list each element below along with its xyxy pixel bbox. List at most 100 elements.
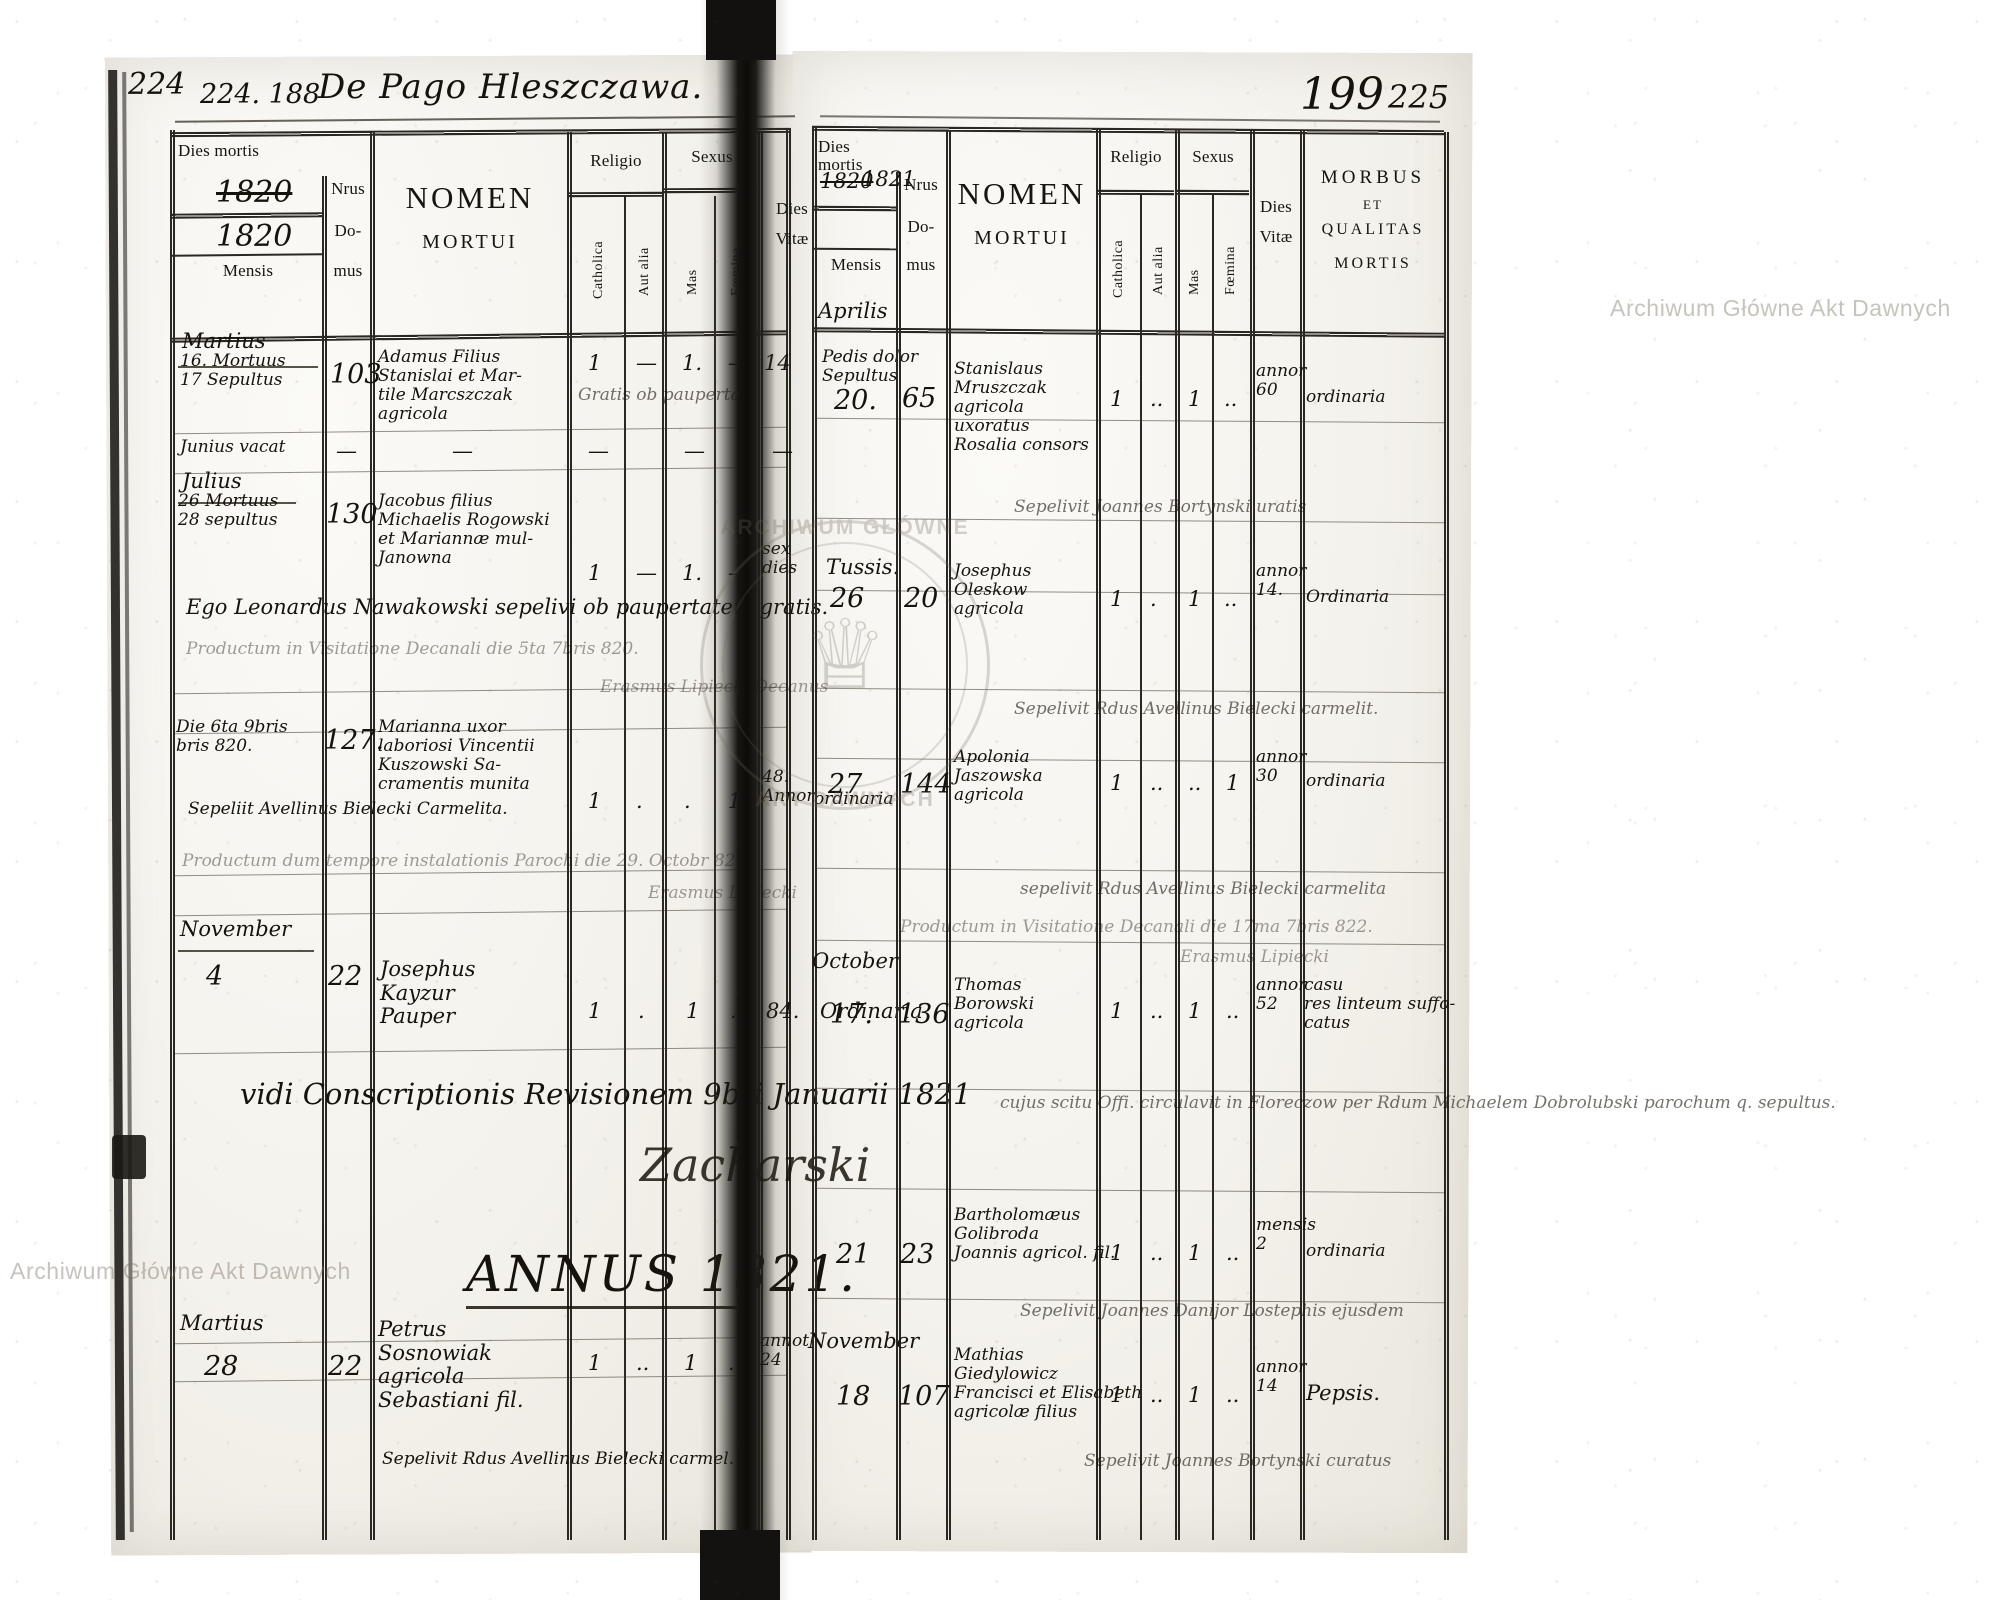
right-col-sep-diesvitae	[1250, 130, 1255, 1540]
right-entry-0-month: Aprilis	[818, 299, 888, 323]
left-folio-stamp: 224	[128, 67, 186, 102]
left-entry-1-catholica: —	[588, 439, 609, 463]
right-entry-5-catholica: 1	[1110, 1383, 1124, 1407]
right-entry-3-diesvitae: annor 52	[1256, 975, 1307, 1015]
right-entry-3-nomen: Thomas Borowski agricola	[954, 975, 1035, 1034]
left-month-underline-0	[178, 366, 318, 368]
right-entry-1-nomen: Josephus Oleskow agricola	[954, 561, 1032, 620]
right-entry-4-note: Sepelivit Joannes Danijor Lostephis ejus…	[1020, 1301, 1404, 1321]
left-entry-0-mas: 1.	[682, 351, 703, 375]
left-entry-3-nrus: 127.	[324, 725, 385, 756]
left-entry-2-catholica: 1	[588, 561, 602, 585]
right-entry-4-diesvitae: mensis 2	[1256, 1215, 1317, 1255]
right-col-sep-religio	[1096, 130, 1101, 1540]
right-entry-0-morbus: ordinaria	[1306, 387, 1386, 407]
right-entry-1-note: Sepelivit Rdus Avellinus Bielecki carmel…	[1014, 699, 1379, 719]
right-header-et: ET	[1363, 197, 1383, 212]
right-header-dies-mortis: Dies mortis	[818, 137, 863, 174]
left-annotation-2: Productum dum tempore instalationis Paro…	[182, 851, 752, 871]
left-entry-3-dies: Die 6ta 9bris bris 820.	[176, 717, 288, 757]
right-entry-5-morbus: Pepsis.	[1306, 1381, 1381, 1405]
left-entry-0-catholica: 1	[588, 351, 602, 375]
right-entry-5-mas: 1	[1188, 1383, 1202, 1407]
book-gutter	[700, 0, 790, 1600]
left-header-religio: Religio	[590, 151, 642, 170]
right-entry-5-diesvitae: annor 14	[1256, 1357, 1307, 1397]
left-entry-2-mas: 1.	[682, 561, 703, 585]
right-entry-3-mas: 1	[1188, 999, 1202, 1023]
left-entry-1-nomen: —	[452, 439, 473, 463]
left-entry-0-nomen: Adamus Filius Stanislai et Mar- tile Mar…	[378, 347, 522, 425]
left-col-sep-nrus	[322, 176, 327, 1540]
left-entry-2-month: Julius	[182, 469, 242, 493]
right-entry-0-autalia: ..	[1150, 387, 1164, 411]
right-entry-0-note: Sepelivit Joannes Bortynski uratis	[1014, 497, 1307, 517]
left-entry-1-mas: —	[684, 439, 705, 463]
right-entry-1-diesvitae: annor 14.	[1256, 561, 1307, 601]
right-header-year-struck: 1820	[820, 169, 874, 193]
left-entry-1-month: Junius vacat	[180, 437, 286, 457]
right-entry-3-autalia: ..	[1150, 999, 1164, 1023]
right-header-nomen: NOMEN	[957, 176, 1087, 211]
right-folio-stamp: 199	[1300, 69, 1384, 120]
left-header-catholica: Catholica	[591, 240, 606, 300]
right-entry-0-diesvitae: annor 60	[1256, 361, 1307, 401]
right-table-right-border	[1444, 132, 1449, 1540]
left-entry-4-nomen: Josephus Kayzur Pauper	[380, 957, 476, 1029]
left-entry-5-dies: 28	[204, 1351, 239, 1382]
watermark-top-right: Archiwum Główne Akt Dawnych	[1610, 295, 1951, 321]
left-annotation-0: Productum in Visitatione Decanali die 5t…	[186, 639, 639, 659]
right-header-do: Do-	[907, 217, 935, 236]
left-year-banner-underline	[466, 1306, 740, 1309]
right-header-mortis: MORTIS	[1334, 255, 1412, 272]
right-entry-1-autalia: .	[1150, 587, 1157, 611]
right-entry-2-nomen: Apolonia Jaszowska agricola	[954, 747, 1043, 806]
left-entry-3-autalia: .	[636, 789, 643, 813]
book-gutter-top	[706, 0, 776, 60]
right-table-left-border	[812, 128, 817, 1540]
left-entry-5-catholica: 1	[588, 1351, 602, 1375]
left-month-underline-2	[178, 502, 296, 504]
right-entry-5-dies: 18	[836, 1381, 871, 1412]
left-entry-4-mas: 1	[686, 999, 700, 1023]
left-entry-5-mas: 1	[684, 1351, 698, 1375]
left-header-do: Do-	[334, 221, 362, 240]
binding-corner-mark	[112, 1135, 146, 1179]
right-header-morbus: MORBUS	[1320, 167, 1426, 188]
left-col-sep-sexus	[662, 132, 667, 1540]
left-col-sep-religio	[567, 132, 572, 1540]
right-entry-3-nrus: 136	[898, 999, 950, 1030]
right-entry-3-morbus: casu res linteum suffo- catus	[1304, 975, 1456, 1034]
left-entry-5-month: Martius	[180, 1311, 264, 1335]
left-entry-1-nrus: —	[336, 439, 357, 463]
right-dies-mortis-rule	[813, 205, 897, 212]
left-page-heading: De Pago Hleszczawa.	[318, 67, 704, 107]
left-entry-3-morbus: ordinaria	[814, 789, 894, 809]
right-entry-5-note: Sepelivit Joannes Bortynski curatus	[1084, 1451, 1392, 1471]
left-header-year-struck: 1820	[216, 175, 293, 210]
left-margin-numbers: 224. 188	[200, 79, 321, 110]
left-entry-5-nomen: Petrus Sosnowiak agricola Sebastiani fil…	[378, 1317, 524, 1412]
left-header-mas: Mas	[685, 269, 700, 295]
right-annotation-1: Erasmus Lipiecki	[1180, 947, 1329, 967]
left-header-mensis: Mensis	[222, 261, 274, 280]
right-entry-5-nomen: Mathias Giedylowicz Francisci et Elisabe…	[954, 1345, 1143, 1423]
left-annotation-4: vidi Conscriptionis Revisionem 9bri Janu…	[240, 1077, 972, 1111]
right-entry-4-catholica: 1	[1110, 1241, 1124, 1265]
left-header-aut-alia: Aut alia	[637, 247, 652, 297]
left-entry-0-nrus: 103	[330, 359, 382, 390]
right-header-foemina: Fœmina	[1223, 246, 1238, 296]
left-year-banner: ANNUS 1821.	[466, 1245, 859, 1303]
left-header-year: 1820	[216, 219, 293, 254]
right-entry-3-foemina: ..	[1226, 999, 1240, 1023]
right-col-sep-catholica	[1140, 194, 1142, 1540]
left-entry-5-autalia: ..	[636, 1351, 650, 1375]
left-entry-2-morbus: Tussis.	[826, 555, 900, 579]
left-entry-0-autalia: —	[636, 351, 657, 375]
right-entry-1-nrus: 20	[904, 583, 939, 614]
right-entry-0-dies: 20.	[834, 385, 877, 416]
right-header-mortui: MORTUI	[974, 227, 1070, 249]
right-col-sep-sexus	[1175, 130, 1180, 1540]
left-entry-2-autalia: —	[636, 561, 657, 585]
